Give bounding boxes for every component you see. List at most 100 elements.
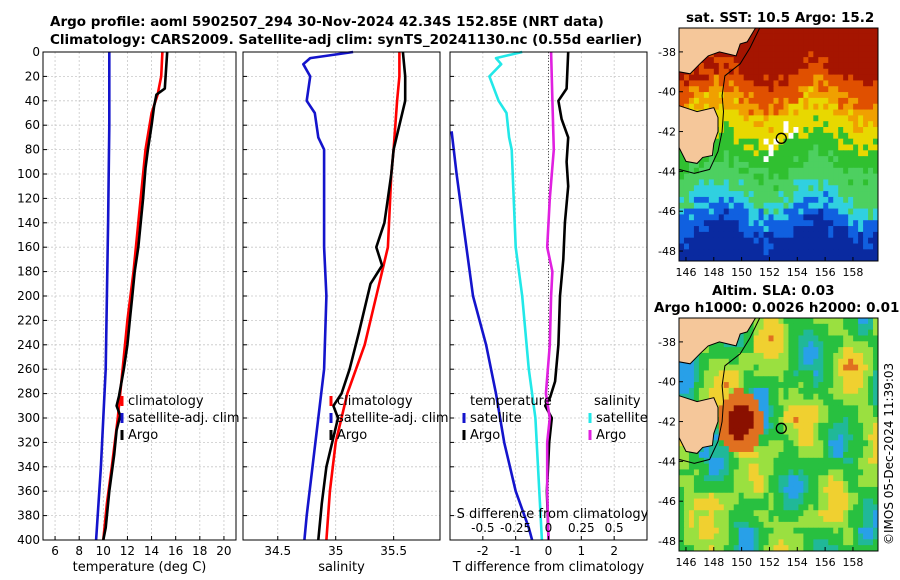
map-y-tick-label: -40 xyxy=(658,376,676,389)
sst-shelf-contour xyxy=(678,27,761,174)
y-tick-label: 120 xyxy=(17,191,40,205)
salinity-legend-1-label: satellite-adj. clim xyxy=(337,411,449,426)
top-x-tick-label: 0 xyxy=(545,521,553,535)
map-x-tick-label: 154 xyxy=(787,266,808,279)
map-y-tick-label: -48 xyxy=(658,535,676,548)
y-tick-label: 100 xyxy=(17,167,40,181)
salinity-series-argo xyxy=(317,51,407,541)
map-x-tick-label: 154 xyxy=(787,556,808,569)
x-tick-label: 0 xyxy=(545,544,553,558)
differences-series-temperature-argo xyxy=(543,51,570,541)
sst-map xyxy=(678,27,879,262)
temperature-series-satellite-adj-clim xyxy=(94,52,111,541)
x-tick-label: 1 xyxy=(578,544,586,558)
map-y-tick-label: -44 xyxy=(658,455,676,468)
x-tick-label: 14 xyxy=(144,544,159,558)
map-x-tick-label: 156 xyxy=(815,266,836,279)
y-tick-label: 400 xyxy=(17,533,40,547)
figure-title-line1: Argo profile: aoml 5902507_294 30-Nov-20… xyxy=(50,14,604,30)
x-tick-label: 35.5 xyxy=(380,544,407,558)
y-tick-label: 360 xyxy=(17,484,40,498)
map-x-tick-label: 152 xyxy=(759,556,780,569)
map-y-tick-label: -44 xyxy=(658,165,676,178)
top-x-tick-label: -0.5 xyxy=(471,521,494,535)
map-y-tick-label: -38 xyxy=(658,46,676,59)
x-tick-label: 12 xyxy=(120,544,135,558)
sla-shelf-contour xyxy=(678,317,761,464)
differences-series-salinity-satellite xyxy=(488,50,544,541)
differences-series-temperature-satellite xyxy=(450,131,534,541)
sla-frame xyxy=(678,317,879,552)
temperature-series-argo xyxy=(102,51,169,541)
legend-salinity-title: salinity xyxy=(594,394,641,409)
salinity-legend-0-label: climatology xyxy=(337,394,413,409)
map-x-tick-label: 150 xyxy=(731,266,752,279)
y-tick-label: 140 xyxy=(17,216,40,230)
salinity-x-axis-label: salinity xyxy=(318,560,365,575)
x-tick-label: -1 xyxy=(510,544,522,558)
map-x-tick-label: 158 xyxy=(842,556,863,569)
sst-argo-position-marker xyxy=(775,132,787,144)
y-tick-label: 380 xyxy=(17,509,40,523)
copyright-stamp: ©IMOS 05-Dec-2024 11:39:03 xyxy=(882,362,896,545)
top-axis-label: S difference from climatology xyxy=(457,507,649,522)
sst-panel-title: sat. SST: 10.5 Argo: 15.2 xyxy=(686,10,875,26)
map-x-tick-label: 156 xyxy=(815,556,836,569)
map-y-tick-label: -38 xyxy=(658,336,676,349)
map-y-tick-label: -40 xyxy=(658,86,676,99)
map-x-tick-label: 146 xyxy=(675,266,696,279)
map-x-tick-label: 158 xyxy=(842,266,863,279)
x-tick-label: 8 xyxy=(75,544,83,558)
y-tick-label: 220 xyxy=(17,313,40,327)
y-tick-label: 80 xyxy=(25,143,40,157)
map-y-tick-label: -42 xyxy=(658,416,676,429)
sla-panel-title-line1: Altim. SLA: 0.03 xyxy=(712,283,835,299)
y-tick-label: 240 xyxy=(17,338,40,352)
salinity-legend-2-label: Argo xyxy=(337,428,367,443)
top-x-tick-label: -0.25 xyxy=(500,521,531,535)
sla-land-tasmania xyxy=(678,395,719,454)
y-tick-label: 60 xyxy=(25,118,40,132)
x-tick-label: 34.5 xyxy=(264,544,291,558)
top-x-tick-label: 0.25 xyxy=(568,521,595,535)
legend-t-argo-label: Argo xyxy=(470,428,500,443)
x-tick-label: 10 xyxy=(96,544,111,558)
temperature-legend-0-label: climatology xyxy=(128,394,204,409)
y-tick-label: 340 xyxy=(17,460,40,474)
y-tick-label: 20 xyxy=(25,69,40,83)
map-x-tick-label: 150 xyxy=(731,556,752,569)
y-tick-label: 180 xyxy=(17,265,40,279)
map-y-tick-label: -46 xyxy=(658,205,676,218)
y-tick-label: 260 xyxy=(17,362,40,376)
x-tick-label: 20 xyxy=(216,544,231,558)
temperature-legend-2-label: Argo xyxy=(128,428,158,443)
sla-argo-position-marker xyxy=(775,422,787,434)
y-tick-label: 300 xyxy=(17,411,40,425)
sla-land-mainland xyxy=(678,317,757,365)
salinity-series-satellite-adj-clim xyxy=(301,50,354,541)
y-tick-label: 160 xyxy=(17,240,40,254)
map-y-tick-label: -42 xyxy=(658,126,676,139)
y-tick-label: 0 xyxy=(32,45,40,59)
sla-map xyxy=(678,317,879,552)
x-tick-label: 18 xyxy=(192,544,207,558)
legend-temperature-title: temperature xyxy=(470,394,552,409)
legend-t-satellite-label: satellite xyxy=(470,411,522,426)
map-y-tick-label: -48 xyxy=(658,245,676,258)
y-tick-label: 200 xyxy=(17,289,40,303)
sla-panel-title-line2: Argo h1000: 0.0026 h2000: 0.016 xyxy=(654,300,900,316)
temperature-legend-1-label: satellite-adj. clim xyxy=(128,411,240,426)
x-tick-label: 6 xyxy=(51,544,59,558)
map-x-tick-label: 148 xyxy=(703,266,724,279)
figure-title-line2: Climatology: CARS2009. Satellite-adj cli… xyxy=(50,32,643,48)
sst-land-tasmania xyxy=(678,105,719,164)
x-tick-label: 2 xyxy=(610,544,618,558)
y-tick-label: 40 xyxy=(25,94,40,108)
salinity-series-climatology xyxy=(325,52,401,541)
legend-s-satellite-label: satellite xyxy=(596,411,648,426)
y-tick-label: 320 xyxy=(17,435,40,449)
map-x-tick-label: 152 xyxy=(759,266,780,279)
x-tick-label: 35 xyxy=(328,544,343,558)
top-x-tick-label: 0.5 xyxy=(605,521,624,535)
sst-land-mainland xyxy=(678,27,757,75)
